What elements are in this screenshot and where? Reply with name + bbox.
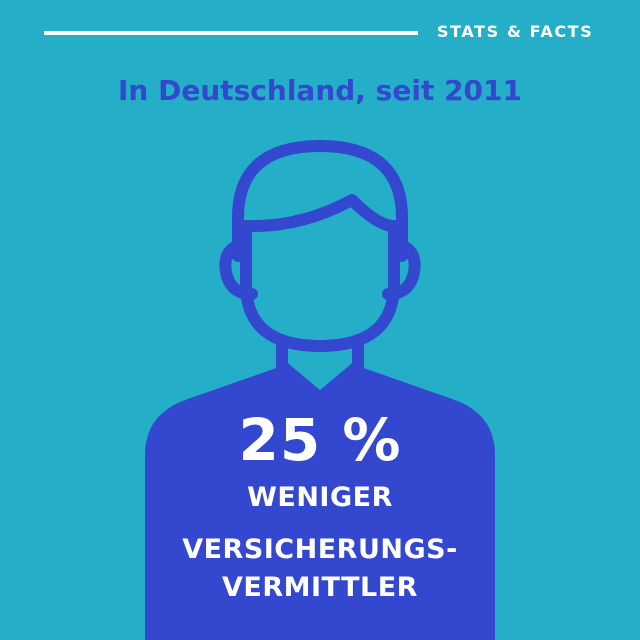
person-body-shape (145, 366, 495, 640)
header-divider-line (44, 31, 418, 35)
subtitle: In Deutschland, seit 2011 (117, 74, 523, 107)
stat-text-line-2: VERSICHERUNGS- (182, 534, 458, 565)
stat-value: 25 % (238, 406, 402, 474)
stat-text-line-3: VERMITTLER (222, 572, 418, 603)
stat-text-line-1: WENIGER (247, 482, 393, 513)
person-neck-outline (276, 334, 364, 404)
person-face-outline (240, 194, 400, 352)
person-head-outline (232, 140, 408, 262)
header-label: STATS & FACTS (437, 22, 594, 41)
